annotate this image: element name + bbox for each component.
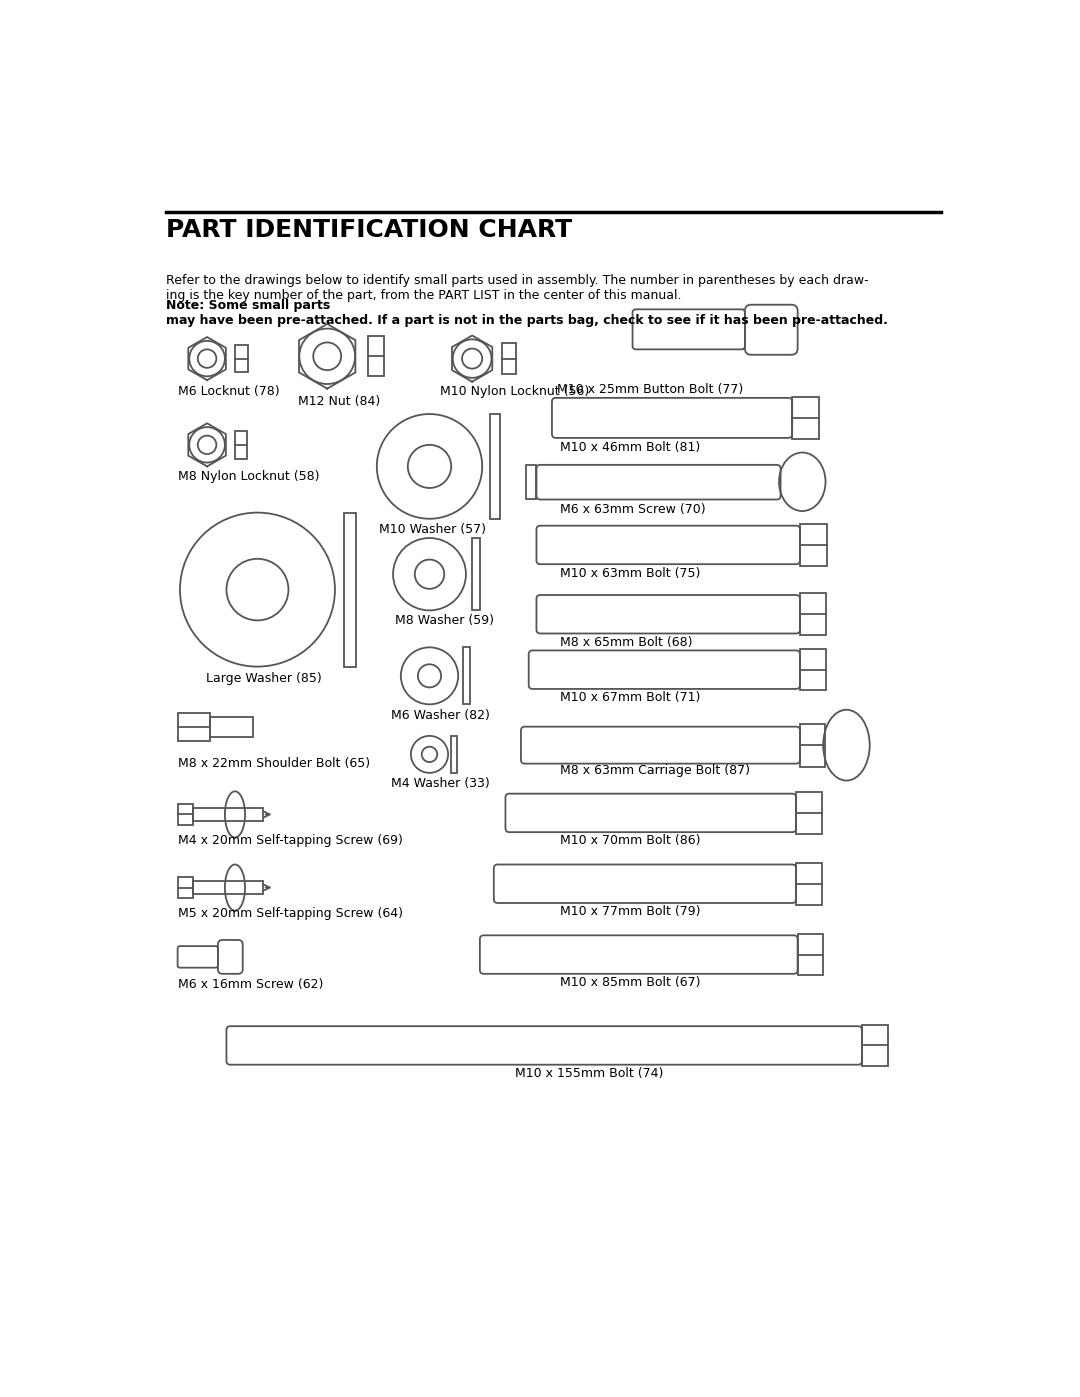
Text: M12 Nut (84): M12 Nut (84) [298, 395, 380, 408]
Text: M8 x 63mm Carriage Bolt (87): M8 x 63mm Carriage Bolt (87) [559, 764, 750, 777]
Text: M10 x 67mm Bolt (71): M10 x 67mm Bolt (71) [559, 692, 700, 704]
Text: M10 x 85mm Bolt (67): M10 x 85mm Bolt (67) [559, 977, 700, 989]
Text: M10 Washer (57): M10 Washer (57) [379, 524, 486, 536]
Text: M10 x 46mm Bolt (81): M10 x 46mm Bolt (81) [559, 441, 700, 454]
Bar [800, 594, 825, 636]
Bar [235, 432, 247, 458]
Text: M6 Locknut (78): M6 Locknut (78) [177, 384, 280, 398]
Text: M8 x 22mm Shoulder Bolt (65): M8 x 22mm Shoulder Bolt (65) [177, 757, 369, 770]
Bar [193, 809, 262, 820]
Bar [793, 397, 820, 439]
Bar [800, 524, 827, 566]
Text: Large Washer (85): Large Washer (85) [206, 672, 322, 685]
Bar [800, 724, 825, 767]
Bar [796, 792, 822, 834]
Bar [472, 538, 480, 610]
Bar [796, 863, 822, 904]
Text: M6 x 63mm Screw (70): M6 x 63mm Screw (70) [559, 503, 705, 515]
Bar [193, 882, 262, 894]
Bar [798, 933, 823, 975]
Bar [501, 344, 515, 374]
Text: M8 x 65mm Bolt (68): M8 x 65mm Bolt (68) [559, 636, 692, 648]
Text: M5 x 20mm Self-tapping Screw (64): M5 x 20mm Self-tapping Screw (64) [177, 907, 403, 919]
Text: M10 x 25mm Button Bolt (77): M10 x 25mm Button Bolt (77) [557, 383, 744, 397]
Bar [177, 803, 193, 826]
Text: M10 Nylon Locknut (56): M10 Nylon Locknut (56) [440, 384, 589, 398]
Bar [211, 717, 253, 736]
Bar [451, 736, 457, 773]
Bar [862, 1024, 888, 1066]
Bar [490, 414, 500, 518]
Bar [463, 647, 470, 704]
Text: M6 Washer (82): M6 Washer (82) [391, 708, 489, 722]
Bar [177, 712, 211, 740]
Text: M10 x 155mm Bolt (74): M10 x 155mm Bolt (74) [515, 1067, 663, 1080]
Text: M4 x 20mm Self-tapping Screw (69): M4 x 20mm Self-tapping Screw (69) [177, 834, 403, 847]
Bar [800, 648, 825, 690]
Text: M4 Washer (33): M4 Washer (33) [391, 778, 489, 791]
Text: Note: Some small parts
may have been pre-attached. If a part is not in the parts: Note: Some small parts may have been pre… [166, 299, 888, 327]
Bar [235, 345, 248, 373]
Text: M8 Nylon Locknut (58): M8 Nylon Locknut (58) [177, 471, 319, 483]
Text: M6 x 16mm Screw (62): M6 x 16mm Screw (62) [177, 978, 323, 990]
Text: M10 x 77mm Bolt (79): M10 x 77mm Bolt (79) [559, 905, 700, 918]
Bar [177, 877, 193, 898]
Bar [526, 465, 537, 499]
Text: Refer to the drawings below to identify small parts used in assembly. The number: Refer to the drawings below to identify … [166, 274, 868, 302]
Text: M10 x 63mm Bolt (75): M10 x 63mm Bolt (75) [559, 567, 700, 580]
Text: M8 Washer (59): M8 Washer (59) [394, 615, 494, 627]
Text: PART IDENTIFICATION CHART: PART IDENTIFICATION CHART [166, 218, 572, 242]
Bar [367, 337, 383, 376]
Text: M10 x 70mm Bolt (86): M10 x 70mm Bolt (86) [559, 834, 700, 847]
Bar [345, 513, 356, 666]
